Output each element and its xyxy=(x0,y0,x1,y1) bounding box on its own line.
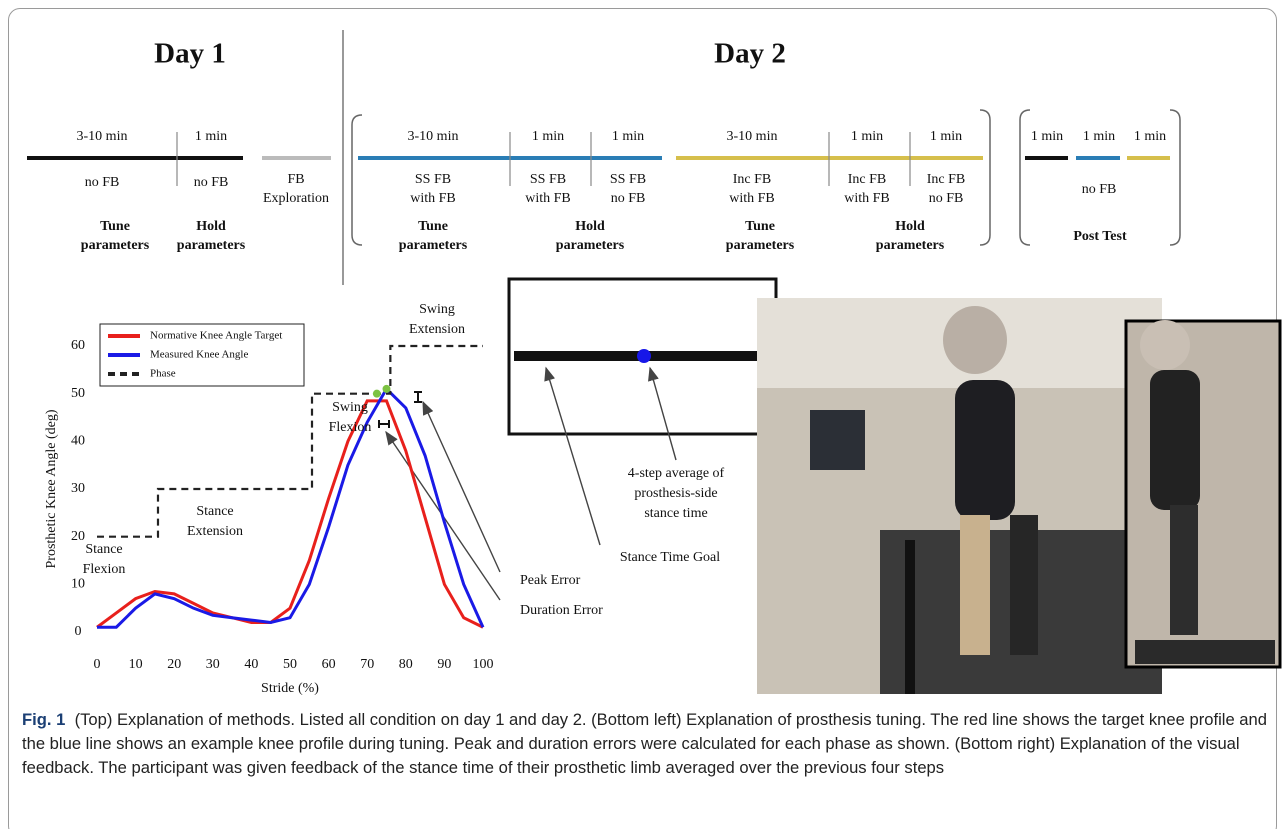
phase-label: parameters xyxy=(177,238,246,253)
bracket xyxy=(1170,110,1180,245)
phase-label: parameters xyxy=(876,238,945,253)
x-tick-label: 90 xyxy=(437,657,451,672)
x-tick-label: 40 xyxy=(244,657,258,672)
legend-label: Measured Knee Angle xyxy=(150,349,248,361)
caption: Fig. 1 (Top) Explanation of methods. Lis… xyxy=(22,708,1272,780)
x-tick-label: 30 xyxy=(206,657,220,672)
duration: 1 min xyxy=(612,129,644,144)
y-tick-label: 0 xyxy=(75,624,82,639)
phase-label: parameters xyxy=(81,238,150,253)
annotation: Flexion xyxy=(329,420,372,435)
y-axis-label: Prosthetic Knee Angle (deg) xyxy=(44,409,59,568)
peak-marker xyxy=(373,390,381,398)
annotation: Duration Error xyxy=(520,603,603,618)
page: Day 1 Day 2 3-10 min no FB 1 min no FB FB Explo… xyxy=(0,0,1285,829)
duration-error-glyph xyxy=(379,420,389,428)
feedback-label: Inc FB xyxy=(927,172,966,187)
feedback-label: no FB xyxy=(611,191,646,206)
bracket xyxy=(1020,110,1030,245)
x-axis-label: Stride (%) xyxy=(261,681,319,696)
annotation: Swing xyxy=(332,400,368,415)
feedback-label: with FB xyxy=(729,191,775,206)
photo-lab xyxy=(757,298,1162,694)
y-tick-label: 10 xyxy=(71,577,85,592)
y-tick-label: 20 xyxy=(71,529,85,544)
phase-label: Hold xyxy=(196,219,226,234)
duration: 1 min xyxy=(1134,129,1166,144)
x-tick-label: 70 xyxy=(360,657,374,672)
caption-label: Fig. 1 xyxy=(22,710,65,729)
feedback-label: no FB xyxy=(929,191,964,206)
dot-label: 4-step average of xyxy=(628,466,725,481)
day-title: Day 2 xyxy=(714,38,786,70)
feedback-label: no FB xyxy=(85,175,120,190)
legend-label: Normative Knee Angle Target xyxy=(150,330,282,342)
duration: 1 min xyxy=(930,129,962,144)
annotation: Stance xyxy=(85,542,122,557)
y-tick-label: 40 xyxy=(71,434,85,449)
feedback-label: SS FB xyxy=(610,172,646,187)
annotation: Flexion xyxy=(83,562,126,577)
x-tick-label: 60 xyxy=(322,657,336,672)
duration: 1 min xyxy=(851,129,883,144)
legend-label: Phase xyxy=(150,368,176,380)
duration: 1 min xyxy=(532,129,564,144)
phase-label: Hold xyxy=(575,219,605,234)
y-tick-label: 30 xyxy=(71,481,85,496)
bracket xyxy=(352,115,362,245)
feedback-label: with FB xyxy=(410,191,456,206)
y-tick-label: 60 xyxy=(71,338,85,353)
stance-dot xyxy=(637,349,651,363)
phase-label: Tune xyxy=(100,219,130,234)
photo-subject xyxy=(1126,320,1280,667)
peak-marker xyxy=(383,385,391,393)
duration: 1 min xyxy=(195,129,227,144)
x-tick-label: 100 xyxy=(473,657,494,672)
duration: 3-10 min xyxy=(408,129,459,144)
dot-label: prosthesis-side xyxy=(634,486,717,501)
feedback-label: SS FB xyxy=(530,172,566,187)
phase-label: parameters xyxy=(726,238,795,253)
phase-label: Tune xyxy=(745,219,775,234)
goal-label: Stance Time Goal xyxy=(620,550,720,565)
figure: Day 1 Day 2 3-10 min no FB 1 min no FB FB Explo… xyxy=(0,0,1285,705)
annotation: Peak Error xyxy=(520,573,581,588)
x-tick-label: 50 xyxy=(283,657,297,672)
annotation: Extension xyxy=(187,524,243,539)
duration: 3-10 min xyxy=(727,129,778,144)
peak-error-glyph xyxy=(414,392,422,402)
x-tick-label: 20 xyxy=(167,657,181,672)
duration: 1 min xyxy=(1083,129,1115,144)
dot-label: stance time xyxy=(644,506,707,521)
x-tick-label: 10 xyxy=(129,657,143,672)
duration: 1 min xyxy=(1031,129,1063,144)
feedback-label: Inc FB xyxy=(848,172,887,187)
phase-label: Post Test xyxy=(1073,229,1127,244)
phase-label: Hold xyxy=(895,219,925,234)
x-tick-label: 80 xyxy=(399,657,413,672)
phase-label: Tune xyxy=(418,219,448,234)
annotation: Swing xyxy=(419,302,455,317)
x-tick-label: 0 xyxy=(94,657,101,672)
phase-label: parameters xyxy=(399,238,468,253)
feedback-label: Inc FB xyxy=(733,172,772,187)
feedback-label: FB xyxy=(287,172,304,187)
feedback-label: with FB xyxy=(525,191,571,206)
caption-text: (Top) Explanation of methods. Listed all… xyxy=(22,710,1267,777)
feedback-label: SS FB xyxy=(415,172,451,187)
annotation: Stance xyxy=(196,504,233,519)
day-title: Day 1 xyxy=(154,38,226,70)
bracket xyxy=(980,110,990,245)
feedback-label: with FB xyxy=(844,191,890,206)
annotation: Extension xyxy=(409,322,465,337)
feedback-label: no FB xyxy=(194,175,229,190)
y-tick-label: 50 xyxy=(71,386,85,401)
phase-label: parameters xyxy=(556,238,625,253)
feedback-label: no FB xyxy=(1082,182,1117,197)
feedback-label: Exploration xyxy=(263,191,329,206)
duration: 3-10 min xyxy=(77,129,128,144)
